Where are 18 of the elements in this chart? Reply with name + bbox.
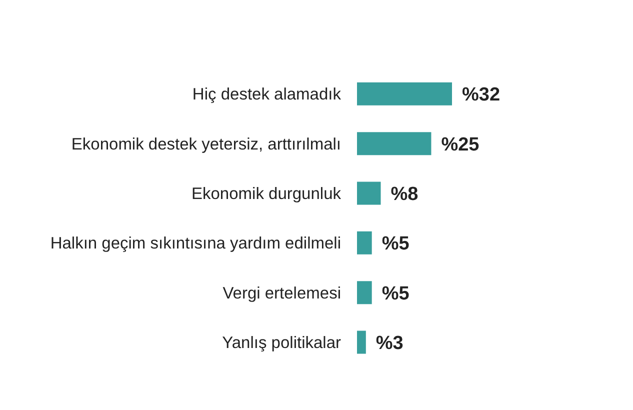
y-tick-label: Ekonomik durgunluk [192, 185, 342, 204]
bar [357, 231, 372, 254]
y-tick-label: Ekonomik destek yetersiz, arttırılmalı [71, 135, 341, 154]
y-tick-label: Halkın geçim sıkıntısına yardım edilmeli [50, 234, 341, 253]
bar [357, 82, 452, 106]
data-label: %8 [390, 184, 418, 205]
bar [357, 330, 366, 354]
y-tick-label: Hiç destek alamadık [192, 86, 342, 104]
y-tick-label: Vergi ertelemesi [222, 284, 341, 302]
bar [357, 281, 372, 304]
y-tick-label: Yanlış politikalar [222, 334, 342, 352]
data-label: %32 [462, 84, 500, 106]
data-label: %3 [376, 332, 404, 354]
data-label: %25 [441, 134, 480, 156]
bar [357, 182, 381, 205]
data-label: %5 [382, 234, 410, 255]
data-label: %5 [382, 283, 410, 304]
bar [357, 132, 432, 156]
